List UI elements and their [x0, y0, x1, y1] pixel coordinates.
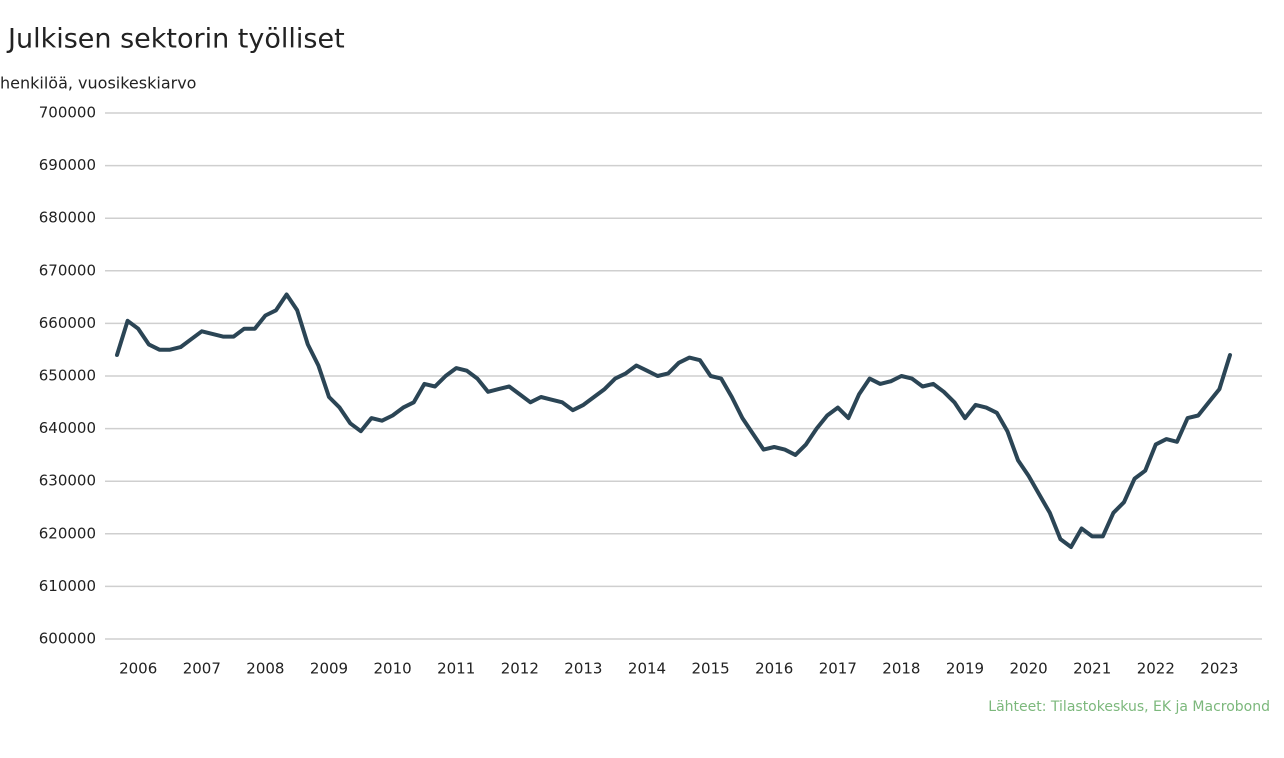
chart-title: Julkisen sektorin työlliset	[6, 24, 345, 55]
y-tick-label: 700000	[39, 104, 96, 122]
y-tick-label: 680000	[39, 209, 96, 227]
y-tick-label: 600000	[39, 630, 96, 648]
y-tick-label: 690000	[39, 156, 96, 174]
source: Lähteet: Tilastokeskus, EK ja Macrobond	[988, 699, 1270, 715]
x-tick-label: 2019	[946, 660, 984, 678]
x-tick-label: 2013	[564, 660, 602, 678]
x-tick-label: 2018	[882, 660, 920, 678]
x-tick-label: 2015	[692, 660, 730, 678]
x-tick-label: 2009	[310, 660, 348, 678]
x-tick-label: 2022	[1137, 660, 1175, 678]
x-tick-label: 2014	[628, 660, 666, 678]
x-tick-label: 2023	[1200, 660, 1238, 678]
y-tick-label: 660000	[39, 314, 96, 332]
y-tick-label: 620000	[39, 524, 96, 542]
x-tick-label: 2020	[1010, 660, 1048, 678]
x-tick-label: 2016	[755, 660, 793, 678]
x-tick-label: 2007	[183, 660, 221, 678]
x-tick-label: 2012	[501, 660, 539, 678]
y-tick-label: 670000	[39, 261, 96, 279]
y-tick-label: 610000	[39, 577, 96, 595]
line	[115, 292, 1232, 549]
x-tick-label: 2017	[819, 660, 857, 678]
y-tick-label: 640000	[39, 419, 96, 437]
y-tick-label: 650000	[39, 367, 96, 385]
x-tick-label: 2021	[1073, 660, 1111, 678]
y-axis-label: henkilöä, vuosikeskiarvo	[0, 74, 196, 93]
x-tick-label: 2008	[246, 660, 284, 678]
x-tick-label: 2010	[374, 660, 412, 678]
x-tick-label: 2006	[119, 660, 157, 678]
x-tick-label: 2011	[437, 660, 475, 678]
y-tick-label: 630000	[39, 472, 96, 490]
